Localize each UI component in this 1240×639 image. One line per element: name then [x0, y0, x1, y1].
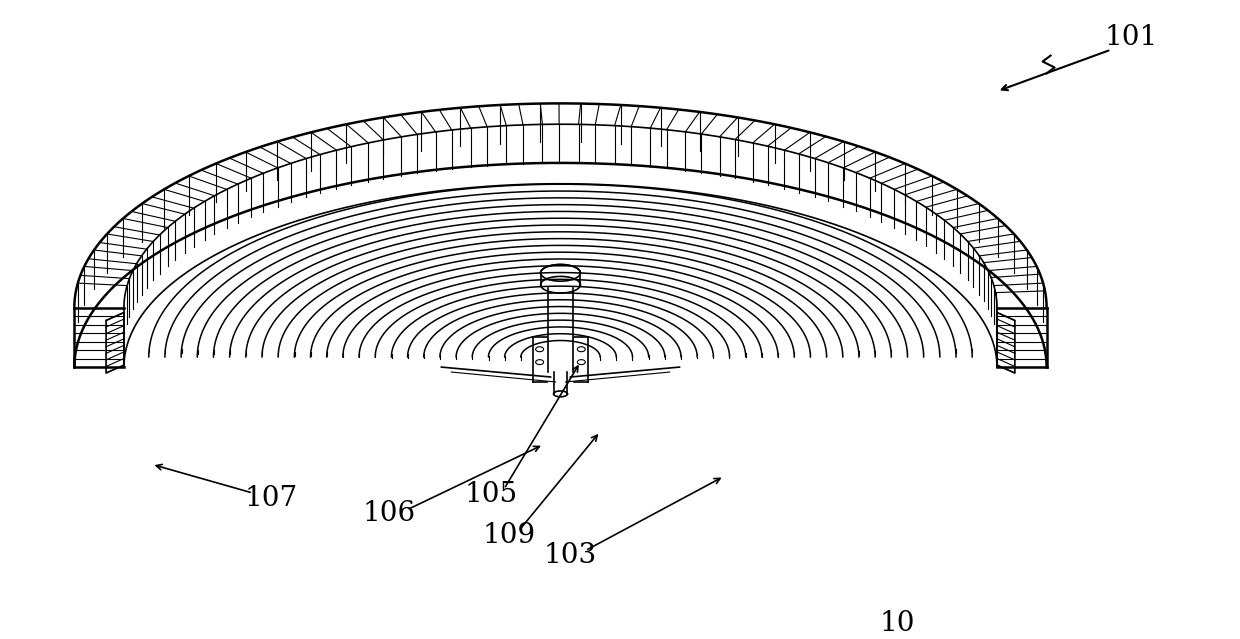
Text: 103: 103 — [544, 542, 596, 569]
Text: 106: 106 — [362, 500, 415, 527]
Ellipse shape — [578, 360, 585, 365]
Text: 107: 107 — [244, 484, 298, 512]
Text: 109: 109 — [482, 522, 536, 550]
Text: 10: 10 — [880, 610, 915, 636]
Text: 105: 105 — [465, 481, 517, 507]
Ellipse shape — [578, 347, 585, 351]
Ellipse shape — [536, 360, 543, 365]
Ellipse shape — [536, 347, 543, 351]
Text: 101: 101 — [1105, 24, 1158, 51]
